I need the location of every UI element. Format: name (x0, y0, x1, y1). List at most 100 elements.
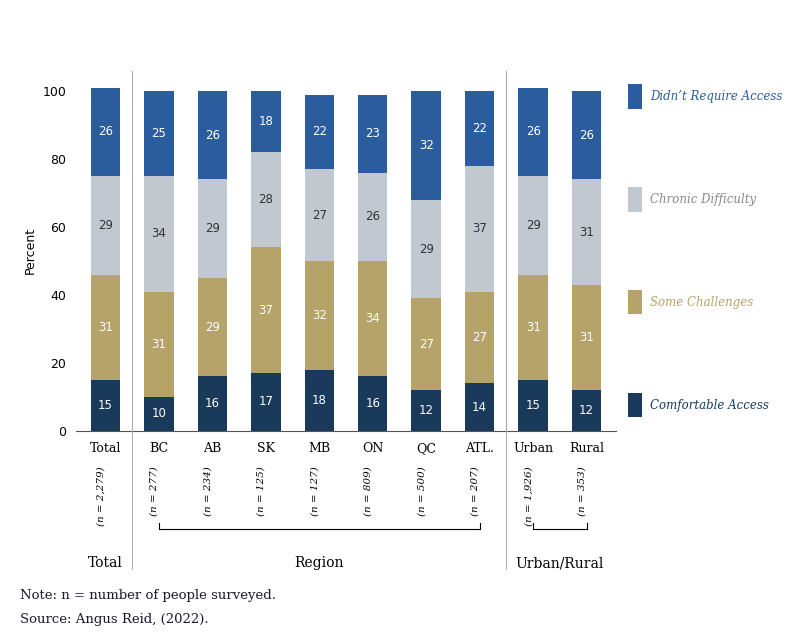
Text: 29: 29 (418, 242, 434, 255)
Text: 37: 37 (472, 222, 487, 235)
Text: (n = 207): (n = 207) (470, 466, 480, 516)
Text: Total: Total (88, 556, 123, 570)
Text: 28: 28 (258, 194, 274, 206)
Bar (198, 91, 227, 179)
Bar (305, 169, 334, 261)
Text: 34: 34 (151, 227, 166, 240)
Text: (n = 2,279): (n = 2,279) (97, 466, 106, 526)
Text: Chronic Difficulty: Chronic Difficulty (650, 193, 757, 206)
Text: 22: 22 (312, 125, 326, 138)
Text: 31: 31 (151, 338, 166, 350)
Bar (465, 91, 494, 166)
Text: 23: 23 (366, 127, 380, 140)
Text: BC: BC (150, 442, 169, 455)
Text: 27: 27 (312, 208, 326, 222)
Text: Rural: Rural (569, 442, 604, 455)
Text: 29: 29 (98, 219, 113, 231)
Text: Didn’t Require Access: Didn’t Require Access (650, 90, 782, 103)
Text: 26: 26 (98, 125, 113, 138)
Bar (572, 179, 602, 285)
Bar (518, 87, 548, 176)
Bar (305, 261, 334, 370)
Text: 18: 18 (258, 115, 274, 128)
Bar (251, 373, 281, 431)
Bar (411, 298, 441, 390)
Bar (251, 152, 281, 248)
Bar (465, 383, 494, 431)
Text: MB: MB (308, 442, 330, 455)
Text: (n = 353): (n = 353) (578, 466, 586, 516)
Text: Some Challenges: Some Challenges (650, 296, 754, 309)
Bar (305, 370, 334, 431)
Bar (465, 166, 494, 291)
Bar (518, 275, 548, 380)
Bar (411, 200, 441, 298)
Text: 10: 10 (151, 407, 166, 421)
Text: QC: QC (416, 442, 436, 455)
Text: Region: Region (294, 556, 344, 570)
Text: 12: 12 (579, 404, 594, 417)
Text: 31: 31 (579, 226, 594, 239)
Text: 16: 16 (366, 397, 380, 410)
Bar (411, 91, 441, 200)
Bar (572, 390, 602, 431)
Text: (n = 500): (n = 500) (417, 466, 426, 516)
Text: ATL.: ATL. (466, 442, 494, 455)
Text: (n = 234): (n = 234) (203, 466, 212, 516)
Text: (n = 809): (n = 809) (364, 466, 373, 516)
Text: (n = 277): (n = 277) (150, 466, 159, 516)
Text: 18: 18 (312, 394, 326, 407)
Text: 15: 15 (98, 399, 113, 412)
Text: 16: 16 (205, 397, 220, 410)
Bar (305, 95, 334, 169)
Text: 31: 31 (526, 321, 541, 334)
Text: 17: 17 (258, 395, 274, 408)
Bar (358, 261, 387, 376)
Bar (411, 390, 441, 431)
Text: 29: 29 (205, 222, 220, 235)
Text: 37: 37 (258, 303, 274, 317)
Text: 14: 14 (472, 401, 487, 413)
Y-axis label: Percent: Percent (24, 227, 37, 275)
Text: 26: 26 (205, 129, 220, 141)
Bar (358, 376, 387, 431)
Bar (251, 248, 281, 373)
Text: 31: 31 (579, 331, 594, 344)
Text: 26: 26 (579, 129, 594, 141)
Text: Figure 1: Healthcare Access Index by Region: Figure 1: Healthcare Access Index by Reg… (14, 15, 428, 33)
Text: Total: Total (90, 442, 121, 455)
Bar (90, 380, 120, 431)
Text: 15: 15 (526, 399, 541, 412)
Text: 29: 29 (205, 321, 220, 334)
Text: Urban/Rural: Urban/Rural (516, 556, 604, 570)
Text: (n = 127): (n = 127) (310, 466, 319, 516)
Bar (518, 176, 548, 275)
Text: Source: Angus Reid, (2022).: Source: Angus Reid, (2022). (20, 613, 209, 626)
Text: 34: 34 (366, 312, 380, 325)
Bar (144, 91, 174, 176)
Bar (144, 176, 174, 291)
Bar (144, 291, 174, 397)
Bar (358, 95, 387, 172)
Text: (n = 125): (n = 125) (257, 466, 266, 516)
Bar (251, 91, 281, 152)
Text: SK: SK (257, 442, 275, 455)
Bar (518, 380, 548, 431)
Bar (198, 179, 227, 278)
Bar (90, 275, 120, 380)
Text: 26: 26 (526, 125, 541, 138)
Text: Note: n = number of people surveyed.: Note: n = number of people surveyed. (20, 589, 276, 602)
Bar (465, 291, 494, 383)
Bar (144, 397, 174, 431)
Text: 27: 27 (472, 331, 487, 344)
Text: 22: 22 (472, 122, 487, 135)
Bar (358, 172, 387, 261)
Bar (572, 91, 602, 179)
Text: Comfortable Access: Comfortable Access (650, 399, 770, 412)
Bar (198, 278, 227, 376)
Text: 26: 26 (366, 210, 380, 223)
Text: 12: 12 (418, 404, 434, 417)
Bar (90, 87, 120, 176)
Bar (198, 376, 227, 431)
Text: 31: 31 (98, 321, 113, 334)
